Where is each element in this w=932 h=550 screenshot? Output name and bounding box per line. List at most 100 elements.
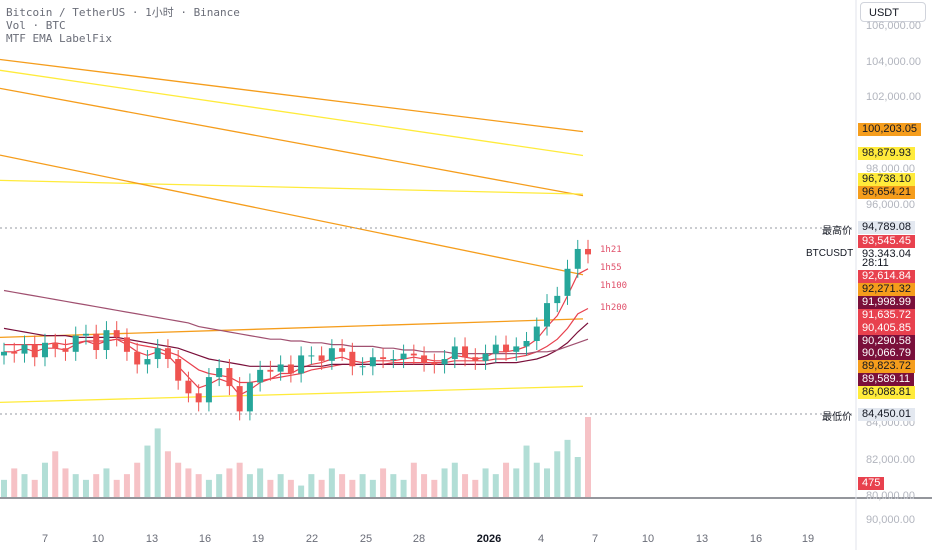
volume-bar bbox=[287, 479, 294, 497]
volume-bar bbox=[462, 474, 469, 497]
candle-body bbox=[1, 351, 7, 356]
candle-body bbox=[503, 344, 510, 352]
time-tick: 2026 bbox=[476, 533, 502, 545]
candle-body bbox=[277, 364, 284, 372]
volume-bar bbox=[533, 462, 540, 497]
volume-bar bbox=[82, 479, 89, 497]
candle-body bbox=[154, 348, 161, 360]
htf-ema-line bbox=[0, 69, 584, 157]
price-badge: 86,088.81 bbox=[858, 386, 915, 399]
candle-body bbox=[339, 348, 346, 352]
price-badge: 94,789.08 bbox=[858, 221, 915, 234]
candle-body bbox=[441, 359, 448, 365]
ema-lines bbox=[3, 268, 589, 396]
volume-bar bbox=[1, 479, 7, 497]
volume-bar bbox=[134, 462, 141, 497]
candle-body bbox=[62, 348, 69, 352]
volume-bar bbox=[205, 479, 212, 497]
time-tick: 10 bbox=[641, 533, 655, 545]
price-tick: 80,000.00 bbox=[866, 490, 915, 502]
volume-bar bbox=[472, 479, 479, 497]
volume-bar bbox=[185, 468, 192, 497]
volume-bar bbox=[144, 445, 151, 497]
price-badge: 90,290.58 bbox=[858, 335, 915, 348]
ema-label-21: 1h21 bbox=[600, 245, 622, 255]
candle-body bbox=[93, 333, 100, 351]
volume-bar bbox=[246, 474, 253, 497]
htf-ema-line bbox=[0, 179, 584, 195]
candle-body bbox=[318, 355, 325, 361]
candle-body bbox=[185, 380, 192, 394]
time-tick: 22 bbox=[305, 533, 319, 545]
candle-body bbox=[123, 337, 130, 352]
candle-body bbox=[492, 344, 499, 354]
candle-body bbox=[359, 366, 366, 368]
candle-body bbox=[246, 382, 253, 412]
price-badge: 28:11 bbox=[858, 257, 893, 270]
high-label: 最高价 bbox=[822, 226, 852, 237]
legend-symbol[interactable]: Bitcoin / TetherUS · 1小时 · Binance bbox=[6, 6, 240, 19]
volume-bar bbox=[195, 474, 202, 497]
time-tick: 16 bbox=[749, 533, 763, 545]
legend-volume[interactable]: Vol · BTC bbox=[6, 19, 66, 32]
candle-body bbox=[451, 346, 458, 360]
currency-button[interactable]: USDT bbox=[860, 2, 926, 22]
price-badge: 96,654.21 bbox=[858, 186, 915, 199]
volume-bar bbox=[390, 474, 397, 497]
price-tick: 106,000.00 bbox=[866, 20, 922, 32]
volume-bar bbox=[216, 474, 223, 497]
candle-body bbox=[72, 335, 79, 352]
ema-line bbox=[3, 322, 589, 367]
candle-body bbox=[400, 353, 407, 360]
volume-bar bbox=[544, 468, 551, 497]
ema-line bbox=[4, 307, 589, 384]
volume-bar bbox=[226, 468, 233, 497]
volume-bar bbox=[513, 468, 520, 497]
candle-body bbox=[287, 364, 294, 374]
price-badge: 93,545.45 bbox=[858, 235, 915, 248]
volume-bar bbox=[431, 479, 438, 497]
candle-body bbox=[144, 359, 151, 365]
candle-body bbox=[533, 326, 540, 341]
candle-body bbox=[41, 342, 48, 358]
candle-body bbox=[349, 351, 356, 367]
volume-bar bbox=[93, 474, 100, 497]
price-tick: 102,000.00 bbox=[866, 91, 922, 103]
candle-body bbox=[267, 369, 274, 372]
volume-bar bbox=[369, 479, 376, 497]
candle-body bbox=[554, 295, 561, 304]
price-badge: 84,450.01 bbox=[858, 408, 915, 421]
volume-bar bbox=[62, 468, 69, 497]
volume-bar bbox=[21, 474, 28, 497]
volume-bar bbox=[410, 462, 417, 497]
price-badge: 91,998.99 bbox=[858, 296, 915, 309]
candle-body bbox=[328, 348, 335, 361]
volume-bar bbox=[277, 474, 284, 497]
candle-body bbox=[298, 355, 305, 374]
legend-indicator[interactable]: MTF EMA LabelFix bbox=[6, 32, 112, 45]
price-badge: 90,066.79 bbox=[858, 347, 915, 360]
price-tick: 90,000.00 bbox=[866, 514, 915, 526]
candle-body bbox=[544, 303, 551, 327]
candle-body bbox=[226, 368, 233, 387]
htf-ema-line bbox=[0, 385, 584, 403]
volume-bar bbox=[554, 451, 561, 497]
candle-body bbox=[564, 268, 571, 296]
candle-body bbox=[523, 340, 530, 347]
candle-body bbox=[164, 348, 171, 360]
candle-body bbox=[390, 359, 397, 361]
volume-bar bbox=[257, 468, 264, 497]
volume-bar bbox=[328, 468, 335, 497]
time-tick: 16 bbox=[198, 533, 212, 545]
volume-bar bbox=[236, 462, 243, 497]
chart-legend: Bitcoin / TetherUS · 1小时 · Binance Vol ·… bbox=[6, 6, 240, 45]
volume-bar bbox=[585, 417, 591, 497]
candle-body bbox=[308, 355, 315, 357]
htf-ema-line bbox=[0, 58, 584, 133]
time-tick: 13 bbox=[145, 533, 159, 545]
time-tick: 10 bbox=[91, 533, 105, 545]
price-badge: 92,271.32 bbox=[858, 283, 915, 296]
candle-body bbox=[21, 344, 28, 354]
volume-bar bbox=[308, 474, 315, 497]
